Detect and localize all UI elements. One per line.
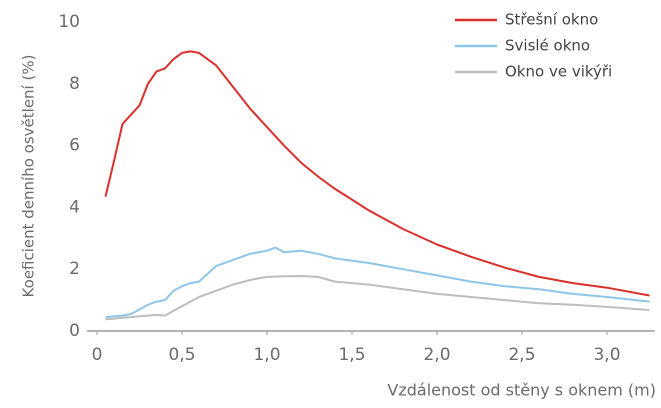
series-line	[105, 246, 650, 319]
y-tick-label: 0	[69, 321, 80, 341]
x-axis-label: Vzdálenost od stěny s oknem (m)	[387, 381, 656, 400]
x-tick-label: 1,5	[338, 345, 365, 365]
x-tick-label: 2,5	[508, 345, 535, 365]
legend-label: Svislé okno	[505, 37, 590, 55]
y-tick-label: 10	[58, 12, 80, 32]
series-line	[104, 50, 650, 297]
x-tick-label: 2,0	[423, 345, 450, 365]
y-axis-label: Koeficient denního osvětlení (%)	[20, 55, 38, 298]
y-tick-label: 4	[69, 197, 80, 217]
y-tick-label: 6	[69, 136, 80, 156]
x-tick-label: 0	[92, 345, 103, 365]
legend-label: Střešní okno	[505, 11, 598, 29]
x-tick-label: 0,5	[168, 345, 195, 365]
y-tick-label: 2	[69, 259, 80, 279]
x-tick-label: 1,0	[253, 345, 280, 365]
legend-label: Okno ve vikýři	[505, 63, 612, 81]
x-tick-label: 3,0	[593, 345, 620, 365]
series-line	[105, 275, 650, 321]
y-tick-label: 8	[69, 74, 80, 94]
